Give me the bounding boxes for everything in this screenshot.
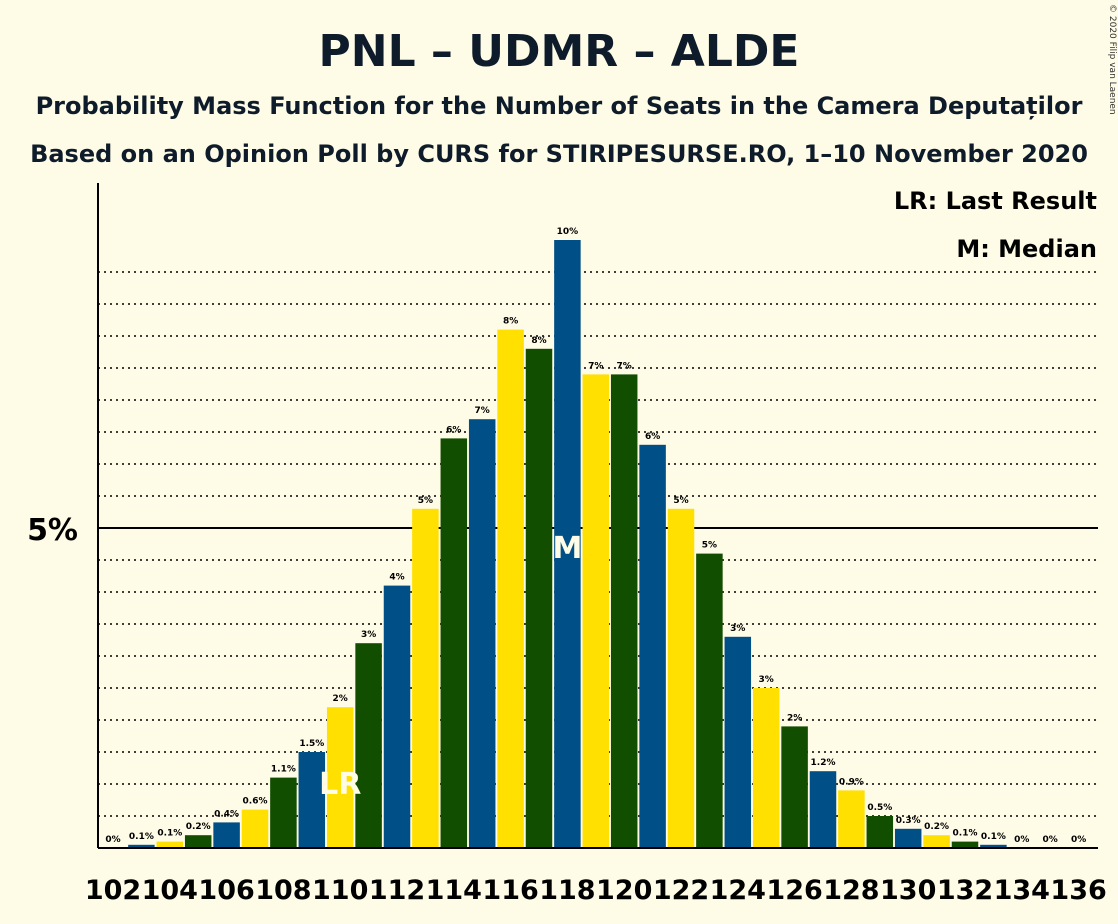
data-label-123: 5% — [702, 541, 717, 551]
x-tick-102: 102 — [85, 875, 141, 906]
bar-112 — [383, 585, 411, 848]
data-label-108: 1.1% — [271, 765, 296, 775]
x-tick-122: 122 — [653, 875, 709, 906]
data-label-136: 0% — [1071, 835, 1086, 845]
x-tick-108: 108 — [255, 875, 311, 906]
bar-104 — [156, 841, 184, 848]
bar-131 — [923, 835, 950, 848]
data-label-117: 8% — [531, 336, 546, 346]
data-label-135: 0% — [1043, 835, 1058, 845]
bar-116 — [497, 329, 524, 849]
bar-125 — [752, 688, 780, 848]
data-label-121: 6% — [645, 432, 660, 442]
legend-median: M: Median — [956, 235, 1097, 263]
data-label-114: 6% — [446, 425, 461, 435]
x-tick-134: 134 — [994, 875, 1050, 906]
legend-last-result: LR: Last Result — [894, 187, 1097, 215]
x-tick-110: 110 — [312, 875, 368, 906]
data-label-103: 0.1% — [129, 832, 154, 842]
data-label-120: 7% — [617, 361, 632, 371]
data-label-104: 0.1% — [157, 829, 182, 839]
data-labels: 0% 0.1% 0.1%0.2%0.4%0.6%1.1%1.5%2%3%4%5%6%… — [105, 227, 1086, 845]
x-tick-106: 106 — [198, 875, 254, 906]
bar-114 — [440, 438, 468, 848]
data-label-122: 5% — [673, 496, 688, 506]
x-tick-120: 120 — [596, 875, 652, 906]
bar-130 — [894, 828, 922, 848]
data-label-124: 3% — [730, 624, 745, 634]
x-tick-labels: 102 104 106 108 110 112 114 116 118 120 122 124 126 1… — [85, 875, 1107, 906]
data-label-130: 0.3% — [896, 816, 921, 826]
bar-108 — [270, 777, 297, 848]
bar-129 — [866, 816, 894, 848]
bar-121 — [639, 444, 666, 848]
data-label-118: 10% — [557, 227, 579, 237]
x-tick-114: 114 — [426, 875, 482, 906]
data-label-119: 7% — [588, 361, 603, 371]
data-label-115: 7% — [475, 406, 490, 416]
chart-subtitle-2: Based on an Opinion Poll by CURS for STI… — [30, 140, 1088, 168]
bar-120 — [610, 374, 638, 848]
bars — [128, 240, 1007, 849]
bar-133 — [980, 844, 1007, 848]
x-tick-126: 126 — [766, 875, 822, 906]
bar-118 — [554, 240, 581, 848]
copyright-credit: © 2020 Filip van Laenen — [1107, 4, 1117, 115]
data-label-105: 0.2% — [186, 822, 211, 832]
data-label-107: 0.6% — [243, 797, 268, 807]
data-label-106: 0.4% — [214, 809, 239, 819]
last-result-marker: LR — [319, 767, 361, 802]
data-label-129: 0.5% — [867, 803, 892, 813]
bar-105 — [184, 835, 212, 848]
x-tick-112: 112 — [369, 875, 425, 906]
data-label-109: 1.5% — [299, 739, 324, 749]
bar-123 — [696, 553, 723, 848]
data-label-131: 0.2% — [924, 822, 949, 832]
data-label-102: 0% — [105, 835, 120, 845]
bar-110 — [326, 707, 354, 848]
data-label-111: 3% — [361, 630, 376, 640]
bar-126 — [781, 726, 808, 848]
data-label-125: 3% — [759, 675, 774, 685]
bar-103 — [128, 844, 155, 848]
x-tick-104: 104 — [142, 875, 198, 906]
median-marker: M — [552, 531, 582, 566]
bar-117 — [525, 348, 553, 848]
data-label-133: 0.1% — [981, 832, 1006, 842]
bar-111 — [355, 643, 382, 848]
x-tick-124: 124 — [710, 875, 766, 906]
data-label-110: 2% — [333, 694, 348, 704]
data-label-113: 5% — [418, 496, 433, 506]
chart-title: PNL – UDMR – ALDE — [319, 26, 800, 77]
x-tick-136: 136 — [1050, 875, 1106, 906]
bar-113 — [412, 508, 439, 848]
y-tick-label: 5% — [27, 513, 78, 548]
x-tick-116: 116 — [482, 875, 538, 906]
bar-107 — [241, 809, 269, 848]
markers: LR M — [319, 531, 582, 802]
bar-128 — [838, 790, 865, 848]
bar-132 — [951, 841, 979, 848]
bar-109 — [298, 752, 326, 848]
data-label-134: 0% — [1014, 835, 1029, 845]
x-tick-132: 132 — [937, 875, 993, 906]
chart-subtitle: Probability Mass Function for the Number… — [36, 92, 1083, 120]
bar-115 — [468, 419, 496, 848]
data-label-126: 2% — [787, 713, 802, 723]
x-tick-130: 130 — [880, 875, 936, 906]
bar-124 — [724, 636, 752, 848]
x-tick-118: 118 — [539, 875, 595, 906]
data-label-112: 4% — [389, 573, 404, 583]
data-label-128: 0.9% — [839, 777, 864, 787]
data-label-116: 8% — [503, 317, 518, 327]
bar-119 — [582, 374, 610, 848]
x-tick-128: 128 — [823, 875, 879, 906]
bar-122 — [667, 508, 695, 848]
data-label-132: 0.1% — [953, 829, 978, 839]
bar-106 — [213, 822, 240, 848]
data-label-127: 1.2% — [811, 758, 836, 768]
bar-127 — [809, 771, 837, 848]
